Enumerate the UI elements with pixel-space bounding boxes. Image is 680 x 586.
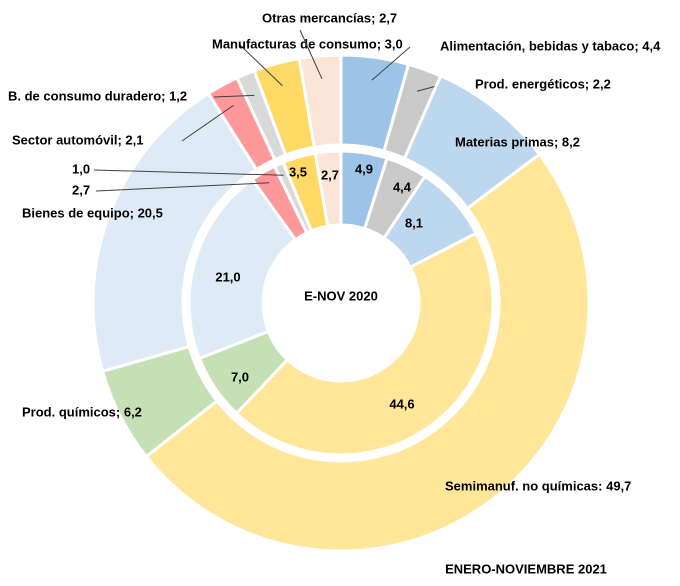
data-label: 1,0: [72, 161, 90, 176]
data-label: 4,9: [355, 161, 373, 176]
leader-line: [95, 182, 270, 192]
leader-line: [239, 44, 283, 87]
slice: [91, 91, 259, 374]
data-label: Otras mercancías; 2,7: [262, 10, 397, 25]
slice: [297, 53, 343, 149]
data-label: 2,7: [72, 182, 90, 197]
leader-line: [93, 169, 284, 176]
data-label: 3,5: [289, 164, 307, 179]
data-label: Bienes de equipo; 20,5: [22, 205, 163, 220]
inner-ring-name: E-NOV 2020: [304, 288, 378, 303]
data-label: 21,0: [215, 269, 240, 284]
data-label: 8,1: [405, 215, 423, 230]
slice: [234, 231, 495, 457]
outer-ring-name: ENERO-NOVIEMBRE 2021: [445, 561, 607, 576]
data-label: Alimentación, bebidas y tabaco; 4,4: [440, 38, 661, 53]
slice: [144, 152, 591, 553]
slice: [313, 149, 343, 228]
leader-line: [371, 46, 411, 81]
data-label: Semimanuf. no químicas: 49,7: [445, 478, 631, 493]
data-label: 44,6: [389, 396, 414, 411]
data-label: Manufacturas de consumo; 3,0: [212, 36, 403, 51]
data-label: Prod. energéticos; 2,2: [475, 76, 611, 91]
data-label: 2,7: [321, 167, 339, 182]
data-label: 4,4: [393, 179, 412, 194]
data-label: Prod. químicos; 6,2: [22, 404, 142, 419]
leader-line: [213, 94, 255, 98]
data-label: Sector automóvil; 2,1: [12, 132, 143, 147]
data-label: 7,0: [231, 369, 249, 384]
data-label: B. de consumo duradero; 1,2: [8, 88, 187, 103]
leader-line: [181, 104, 234, 142]
slice: [187, 177, 298, 361]
data-label: Materias primas; 8,2: [455, 134, 580, 149]
leader-line: [299, 29, 323, 80]
